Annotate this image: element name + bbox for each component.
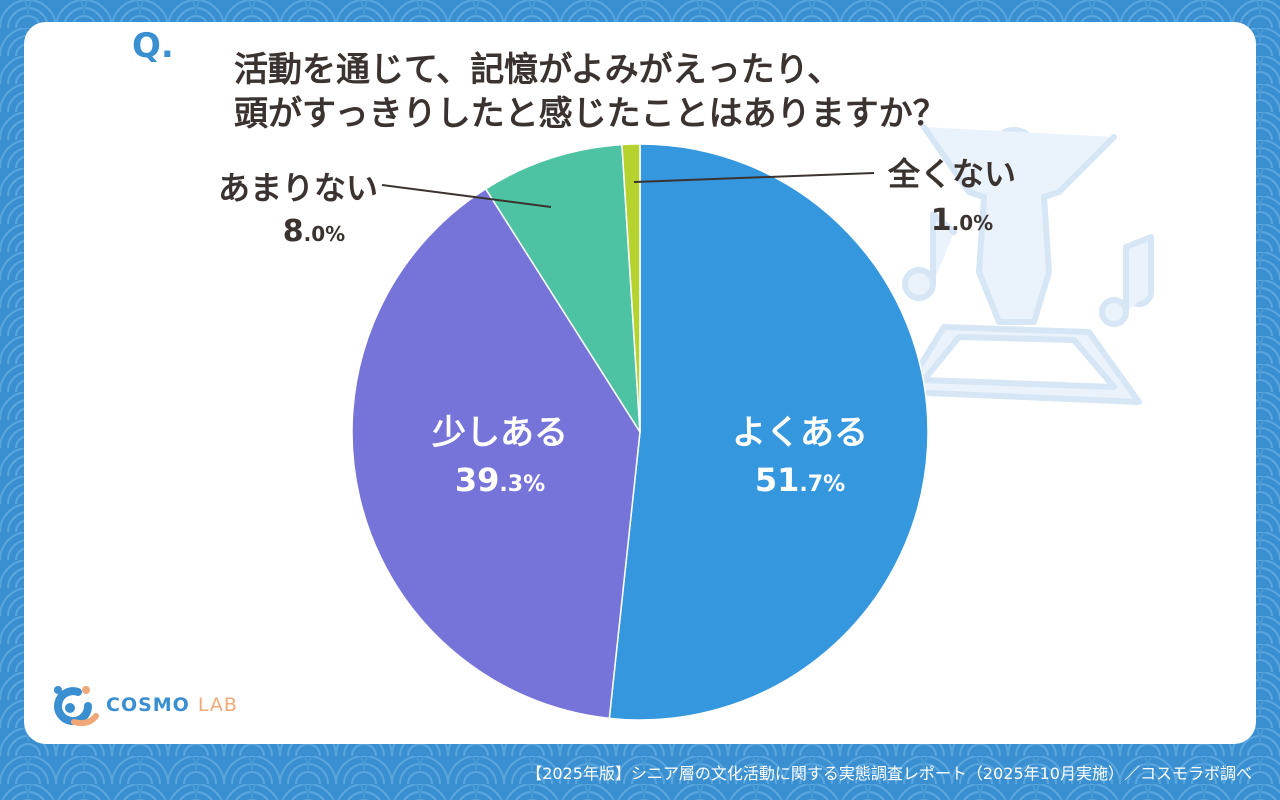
slice-label-sukoshiaru: 少しある — [432, 413, 568, 453]
music-note-icon — [902, 211, 957, 301]
logo-mark-icon — [54, 686, 99, 727]
slice-value-yokuaru: 51.7% — [755, 461, 845, 499]
slice-label-yokuaru: よくある — [732, 413, 868, 453]
question-mark-label: Q. — [132, 26, 174, 66]
logo-sub: LAB — [197, 694, 238, 716]
person-cheering-icon — [901, 124, 1154, 405]
slice-label-amarinai: あまりない — [218, 169, 378, 207]
slice-label-mattakunai: 全くない — [887, 155, 1016, 193]
slice-value-sukoshiaru: 39.3% — [455, 461, 545, 499]
slice-value-mattakunai: 1.0% — [931, 203, 993, 238]
leader-line-amarinai — [381, 184, 552, 208]
question-title: 活動を通じて、記憶がよみがえったり、 頭がすっきりしたと感じたことはありますか？ — [234, 48, 947, 136]
source-footer: 【2025年版】シニア層の文化活動に関する実態調査レポート（2025年10月実施… — [526, 764, 1252, 783]
question-line-1: 活動を通じて、記憶がよみがえったり、 — [234, 50, 842, 90]
logo-main: COSMO — [106, 694, 190, 716]
cosmo-lab-logo: COSMO LAB — [48, 684, 248, 728]
question-line-2: 頭がすっきりしたと感じたことはありますか？ — [234, 94, 947, 134]
leader-line-mattakunai — [633, 172, 875, 183]
pie-chart: よくある 51.7% 少しある 39.3% あまりない 8.0% 全くない 1.… — [218, 143, 1016, 721]
logo-text: COSMO LAB — [106, 694, 238, 716]
pie-slice-1 — [351, 187, 641, 720]
pie-slice-3 — [621, 143, 641, 433]
music-note-icon — [1099, 234, 1154, 327]
chart-card: Q. 活動を通じて、記憶がよみがえったり、 頭がすっきりしたと感じたことはありま… — [24, 22, 1256, 744]
pie-slices — [351, 143, 929, 721]
slice-value-amarinai: 8.0% — [283, 214, 345, 249]
pie-slice-2 — [484, 143, 641, 433]
